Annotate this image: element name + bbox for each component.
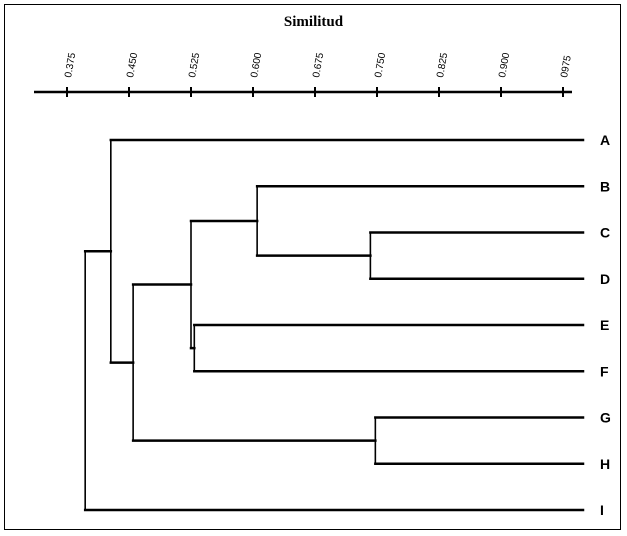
chart-title: Similitud xyxy=(283,14,344,30)
axis-tick-label: 0.900 xyxy=(497,52,512,79)
leaf-label: I xyxy=(600,502,604,518)
axis-tick-label: 0.525 xyxy=(187,52,202,79)
leaf-label: C xyxy=(600,225,610,241)
axis-tick-label: 0.675 xyxy=(311,52,326,79)
axis-tick-label: 0975 xyxy=(559,54,574,78)
axis-tick-label: 0.750 xyxy=(373,52,388,79)
axis-tick-label: 0.825 xyxy=(435,52,450,79)
dendrogram-tree xyxy=(83,138,585,512)
leaf-label: F xyxy=(600,363,609,379)
leaf-label: E xyxy=(600,317,609,333)
leaf-label: H xyxy=(600,456,610,472)
leaf-labels: A B C D E F G H I xyxy=(600,132,611,518)
axis-tick-label: 0.600 xyxy=(249,52,264,79)
similarity-axis: 0.375 0.450 0.525 0.600 0.675 0.750 0.825 0.900… xyxy=(34,52,574,97)
leaf-label: G xyxy=(600,410,611,426)
axis-tick-label: 0.375 xyxy=(63,52,78,79)
leaf-label: B xyxy=(600,178,610,194)
axis-tick-label: 0.450 xyxy=(125,52,140,79)
leaf-label: D xyxy=(600,271,610,287)
leaf-label: A xyxy=(600,132,610,148)
